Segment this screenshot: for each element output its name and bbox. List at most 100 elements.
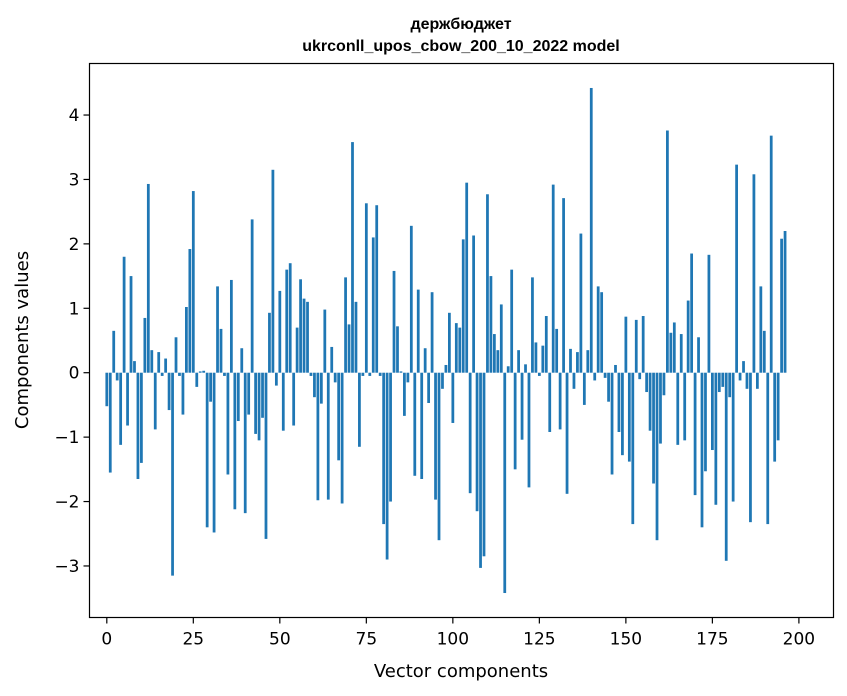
- bar-95: [434, 372, 437, 500]
- bar-93: [427, 372, 431, 403]
- bar-139: [586, 350, 590, 373]
- bar-82: [389, 372, 392, 502]
- bar-112: [492, 334, 496, 373]
- bar-111: [489, 276, 493, 373]
- bar-164: [672, 322, 676, 373]
- bar-126: [541, 345, 545, 373]
- bar-49: [274, 372, 278, 386]
- bar-47: [268, 312, 271, 373]
- bar-36: [229, 279, 233, 373]
- bar-73: [358, 372, 361, 447]
- bar-131: [558, 372, 562, 430]
- bar-17: [164, 358, 168, 373]
- bar-19: [171, 372, 174, 576]
- bar-37: [233, 372, 237, 510]
- bar-80: [382, 372, 386, 525]
- bar-125: [537, 372, 541, 376]
- bar-98: [444, 364, 448, 373]
- bar-127: [544, 316, 548, 373]
- bar-41: [247, 372, 251, 415]
- bar-1: [108, 372, 112, 473]
- bar-23: [185, 307, 188, 373]
- bar-117: [510, 269, 514, 373]
- bar-85: [399, 371, 403, 373]
- bar-132: [562, 198, 565, 373]
- bar-28: [202, 370, 206, 373]
- y-tick-label: 3: [69, 170, 80, 190]
- bar-137: [579, 233, 583, 373]
- bar-60: [313, 372, 316, 398]
- bar-182: [735, 164, 738, 373]
- bar-191: [766, 372, 770, 525]
- bar-101: [454, 323, 458, 373]
- bar-146: [610, 372, 614, 475]
- bar-35: [226, 372, 230, 475]
- bar-166: [679, 334, 683, 373]
- bar-55: [295, 327, 299, 373]
- bar-165: [676, 372, 680, 445]
- bar-175: [711, 372, 714, 451]
- bar-140: [589, 87, 593, 373]
- bar-83: [392, 270, 396, 373]
- bar-188: [755, 372, 759, 389]
- bar-11: [143, 317, 147, 373]
- bar-167: [683, 372, 687, 441]
- bar-148: [617, 372, 621, 432]
- bar-12: [146, 183, 150, 373]
- x-tick-label: 125: [523, 630, 555, 650]
- bar-9: [136, 372, 140, 479]
- bar-71: [351, 142, 354, 373]
- bar-24: [188, 249, 192, 373]
- bar-196: [783, 230, 787, 373]
- bar-133: [565, 372, 569, 494]
- x-axis-label: Vector components: [374, 661, 548, 682]
- bar-114: [499, 304, 503, 373]
- x-tick-label: 100: [437, 630, 469, 650]
- y-tick-label: −2: [54, 493, 79, 513]
- bar-40: [243, 372, 247, 514]
- bar-135: [572, 372, 576, 389]
- x-tick-label: 150: [610, 630, 642, 650]
- bar-48: [271, 169, 275, 373]
- bar-54: [292, 372, 296, 426]
- bar-25: [191, 191, 195, 373]
- bar-75: [364, 203, 368, 373]
- bar-163: [669, 332, 673, 373]
- x-tick-label: 175: [696, 630, 728, 650]
- bar-96: [437, 372, 441, 541]
- bar-119: [517, 350, 520, 373]
- bar-162: [666, 130, 669, 373]
- bar-42: [250, 219, 254, 373]
- bar-170: [693, 372, 697, 496]
- bar-158: [652, 372, 655, 484]
- bar-129: [551, 184, 555, 373]
- bar-172: [700, 372, 704, 528]
- bar-15: [157, 352, 161, 373]
- x-tick-label: 0: [101, 630, 112, 650]
- y-axis-ticks: −3 −2 −1 0 1 2 3 4: [54, 106, 90, 577]
- y-axis-label: Components values: [12, 251, 33, 429]
- bar-34: [223, 372, 226, 376]
- bar-174: [707, 254, 711, 373]
- x-axis-ticks: 0 25 50 75 100 125 150 175 200: [101, 617, 815, 650]
- bar-145: [607, 372, 610, 402]
- bar-124: [534, 342, 538, 373]
- plot-frame: [88, 62, 835, 619]
- bar-38: [236, 372, 240, 422]
- bar-121: [524, 364, 527, 373]
- y-tick-label: 0: [69, 364, 80, 384]
- bar-7: [129, 276, 133, 373]
- y-tick-label: 4: [69, 106, 80, 126]
- bar-27: [198, 371, 202, 373]
- bar-21: [178, 372, 181, 376]
- bar-14: [153, 372, 157, 430]
- bar-144: [603, 372, 607, 378]
- x-tick-label: 200: [783, 630, 815, 650]
- chart-title-line-2: ukrconll_upos_cbow_200_10_2022 model: [302, 38, 619, 55]
- bar-102: [458, 327, 462, 373]
- bar-178: [721, 372, 725, 387]
- bar-150: [624, 316, 628, 373]
- bar-8: [133, 361, 136, 373]
- bar-66: [333, 372, 337, 383]
- bar-179: [724, 372, 728, 561]
